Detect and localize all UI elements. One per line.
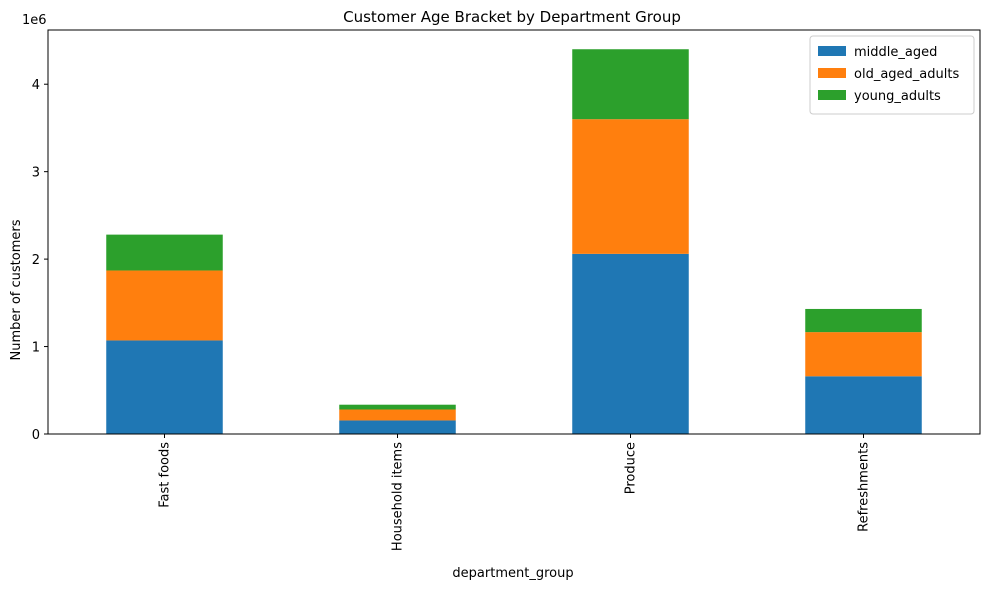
y-tick-label: 0: [32, 428, 40, 443]
y-tick-label: 1: [32, 341, 40, 356]
bar-middle_aged-0: [106, 340, 223, 434]
legend-label-young_adults: young_adults: [854, 89, 941, 104]
bar-young_adults-1: [339, 404, 456, 410]
bar-young_adults-2: [572, 49, 689, 120]
bar-young_adults-3: [805, 308, 922, 333]
x-tick-label: Fast foods: [158, 442, 173, 508]
legend: middle_aged old_aged_adults young_adults: [809, 35, 975, 115]
y-tick-label: 3: [32, 166, 40, 181]
legend-label-middle_aged: middle_aged: [854, 45, 937, 60]
x-tick-label: Produce: [624, 442, 639, 494]
y-tick-label: 4: [32, 78, 40, 93]
bar-old_aged_adults-2: [572, 119, 689, 254]
axes-layer: 0 1 2 3 4 Fast foods Household items Produce Ref…: [32, 29, 981, 551]
bar-old_aged_adults-3: [805, 332, 922, 377]
legend-swatch-old_aged_adults: [818, 68, 846, 78]
legend-swatch-young_adults: [818, 90, 846, 100]
legend-label-old_aged_adults: old_aged_adults: [854, 67, 959, 82]
legend-swatch-middle_aged: [818, 46, 846, 56]
y-offset-label: 1e6: [22, 13, 47, 28]
legend-box: [809, 35, 975, 115]
bar-old_aged_adults-0: [106, 270, 223, 341]
bar-middle_aged-2: [572, 253, 689, 434]
bar-old_aged_adults-1: [339, 409, 456, 421]
bar-middle_aged-1: [339, 420, 456, 434]
bar-middle_aged-3: [805, 376, 922, 434]
x-axis-label: department_group: [452, 566, 573, 581]
plot-frame: [47, 29, 981, 435]
x-tick-label: Refreshments: [857, 442, 872, 532]
y-axis-label: Number of customers: [9, 219, 24, 360]
chart-title: Customer Age Bracket by Department Group: [343, 8, 681, 26]
x-tick-label: Household items: [391, 442, 406, 551]
y-tick-label: 2: [32, 253, 40, 268]
bars-layer: [106, 49, 922, 434]
bar-young_adults-0: [106, 234, 223, 271]
